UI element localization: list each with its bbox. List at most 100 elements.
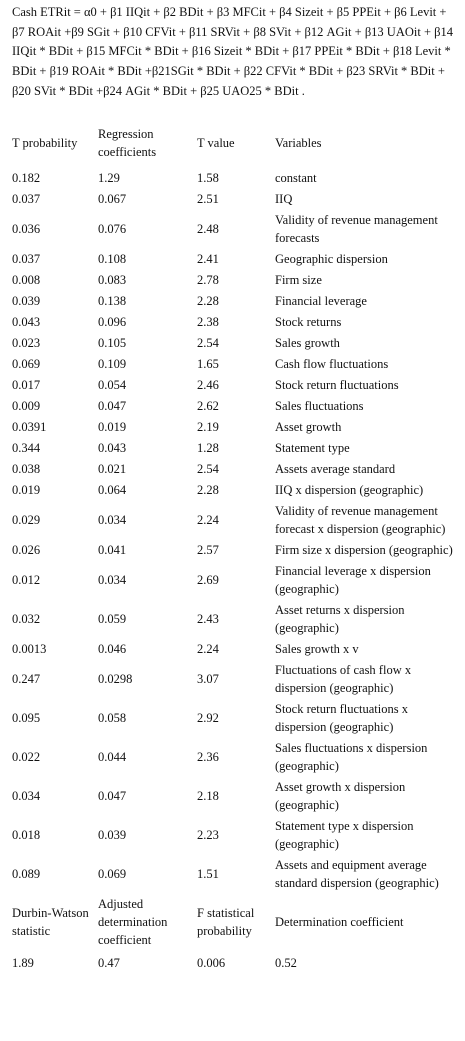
cell: 0.0391 [12,419,47,434]
results-table: T probability Regression coefficients T va… [8,125,460,974]
cell: 0.058 [98,710,127,725]
cell: 0.039 [98,827,127,842]
data-row: 0.036 0.076 2.48 Validity of revenue manage… [8,209,460,248]
data-row: 0.037 0.067 2.51 IIQ [8,188,460,209]
data-row: 0.018 0.039 2.23 Statement type x dispersio… [8,815,460,854]
cell: Statement type [275,440,350,455]
cell: 0.039 [12,293,41,308]
data-row: 0.043 0.096 2.38 Stock returns [8,311,460,332]
cell: IIQ [275,191,293,206]
data-row: 0.039 0.138 2.28 Financial leverage [8,290,460,311]
cell: 0.022 [12,749,41,764]
cell: Sales fluctuations x dispersion (geograp… [275,740,428,773]
cell: 2.54 [197,461,219,476]
cell: Asset growth [275,419,342,434]
cell: Geographic dispersion [275,251,388,266]
data-row: 0.069 0.109 1.65 Cash flow fluctuations [8,353,460,374]
cell: 0.0013 [12,641,47,656]
cell: 2.41 [197,251,219,266]
footer-header-cell: Determination coefficient [275,914,404,929]
cell: 0.019 [98,419,127,434]
cell: 2.24 [197,641,219,656]
cell: Sales fluctuations [275,398,364,413]
cell: 2.19 [197,419,219,434]
cell: 0.021 [98,461,127,476]
footer-cell: 1.89 [12,956,34,970]
footer-cell: 0.006 [197,956,226,970]
cell: 0.009 [12,398,41,413]
data-row: 0.095 0.058 2.92 Stock return fluctuations … [8,698,460,737]
cell: 0.037 [12,191,41,206]
cell: 2.38 [197,314,219,329]
cell: Validity of revenue management forecast … [275,503,446,536]
cell: 0.038 [12,461,41,476]
cell: 0.026 [12,542,41,557]
cell: Cash flow fluctuations [275,356,389,371]
cell: constant [275,170,317,185]
cell: 0.043 [98,440,127,455]
cell: 2.69 [197,572,219,587]
cell: 0.047 [98,788,127,803]
cell: 1.58 [197,170,219,185]
cell: 2.28 [197,293,219,308]
cell: 0.054 [98,377,127,392]
footer-header-cell: F statistical probability [197,905,255,938]
cell: 2.78 [197,272,219,287]
cell: 0.083 [98,272,127,287]
cell: Stock return fluctuations x dispersion (… [275,701,408,734]
cell: Stock return fluctuations [275,377,399,392]
cell: Statement type x dispersion (geographic) [275,818,414,851]
data-row: 0.034 0.047 2.18 Asset growth x dispersion … [8,776,460,815]
cell: Sales growth x v [275,641,359,656]
cell: 0.044 [98,749,127,764]
cell: Asset returns x dispersion (geographic) [275,602,405,635]
footer-cell: 0.52 [275,956,297,970]
cell: 0.036 [12,221,41,236]
cell: IIQ x dispersion (geographic) [275,482,424,497]
header-cell: T value [197,136,235,150]
cell: 0.089 [12,866,41,881]
cell: Assets average standard [275,461,396,476]
header-cell: T probability [12,136,78,150]
cell: 1.28 [197,440,219,455]
data-row: 0.009 0.047 2.62 Sales fluctuations [8,395,460,416]
header-row: T probability Regression coefficients T va… [8,125,460,167]
cell: 0.018 [12,827,41,842]
data-row: 0.023 0.105 2.54 Sales growth [8,332,460,353]
cell: 0.059 [98,611,127,626]
cell: 0.017 [12,377,41,392]
cell: 0.108 [98,251,127,266]
cell: Fluctuations of cash flow x dispersion (… [275,662,412,695]
cell: 2.23 [197,827,219,842]
data-row: 0.182 1.29 1.58 constant [8,167,460,188]
data-row: 0.037 0.108 2.41 Geographic dispersion [8,248,460,269]
cell: 0.344 [12,440,41,455]
cell: Stock returns [275,314,342,329]
data-row: 0.019 0.064 2.28 IIQ x dispersion (geograph… [8,479,460,500]
cell: 0.034 [98,572,127,587]
cell: 0.008 [12,272,41,287]
data-row: 0.0391 0.019 2.19 Asset growth [8,416,460,437]
cell: 0.034 [12,788,41,803]
cell: 0.064 [98,482,127,497]
cell: 0.019 [12,482,41,497]
footer-header-row: Durbin-Watson statistic Adjusted determin… [8,893,460,950]
cell: 1.65 [197,356,219,371]
data-row: 0.029 0.034 2.24 Validity of revenue manage… [8,500,460,539]
cell: 0.069 [98,866,127,881]
cell: 0.029 [12,512,41,527]
cell: Sales growth [275,335,340,350]
cell: 2.57 [197,542,219,557]
equation: Cash ETRit = α0 + β1 IIQit + β2 BDit + β… [12,5,453,98]
data-row: 0.032 0.059 2.43 Asset returns x dispersion… [8,599,460,638]
data-row: 0.008 0.083 2.78 Firm size [8,269,460,290]
cell: 2.43 [197,611,219,626]
data-row: 0.0013 0.046 2.24 Sales growth x v [8,638,460,659]
footer-row: 1.89 0.47 0.006 0.52 [8,950,460,974]
cell: 0.247 [12,671,41,686]
cell: Validity of revenue management forecasts [275,212,438,245]
cell: Firm size [275,272,322,287]
cell: 2.54 [197,335,219,350]
cell: 0.138 [98,293,127,308]
